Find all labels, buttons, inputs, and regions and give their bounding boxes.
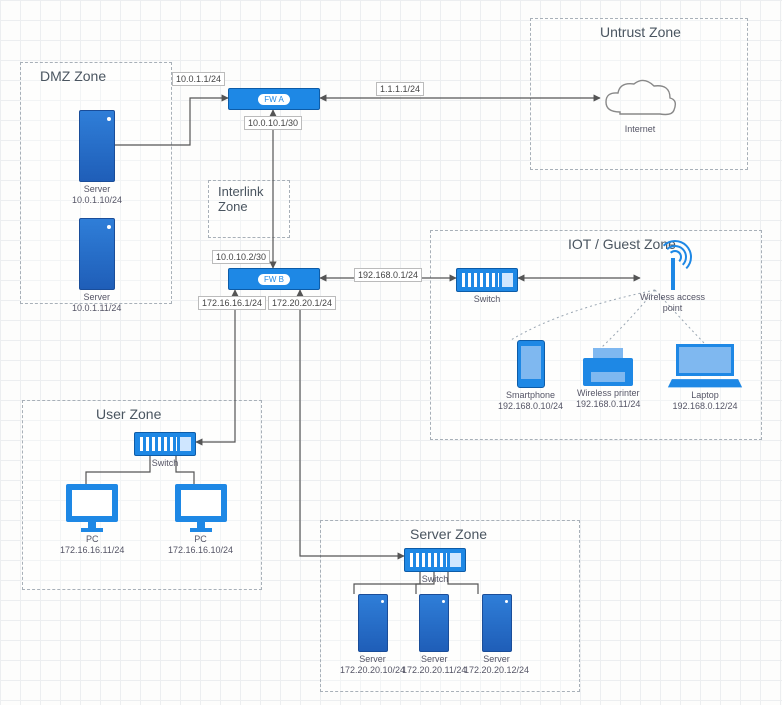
switch-icon bbox=[404, 548, 466, 572]
ip-label: 192.168.0.1/24 bbox=[354, 268, 422, 282]
node-laptop: Laptop 192.168.0.12/24 bbox=[670, 344, 740, 412]
laptop-icon bbox=[670, 344, 740, 388]
node-user-switch: Switch bbox=[134, 432, 196, 469]
node-label: Switch bbox=[422, 574, 449, 585]
node-pc-1: PC 172.16.16.11/24 bbox=[60, 484, 124, 556]
node-pc-2: PC 172.16.16.10/24 bbox=[168, 484, 233, 556]
node-dmz-server-1: Server 10.0.1.10/24 bbox=[72, 110, 122, 206]
zone-untrust-title: Untrust Zone bbox=[600, 24, 681, 40]
node-label: PC bbox=[86, 534, 99, 545]
node-label: PC bbox=[194, 534, 207, 545]
node-server-switch: Switch bbox=[404, 548, 466, 585]
node-ip: 172.20.20.10/24 bbox=[340, 665, 405, 676]
node-firewall-b: FW B bbox=[228, 268, 320, 290]
ip-label: 172.20.20.1/24 bbox=[268, 296, 336, 310]
node-firewall-a: FW A bbox=[228, 88, 320, 110]
node-server-3: Server 172.20.20.12/24 bbox=[464, 594, 529, 676]
zone-interlink-title: Interlink Zone bbox=[218, 184, 264, 214]
node-smartphone: Smartphone 192.168.0.10/24 bbox=[498, 340, 563, 412]
ip-label: 172.16.16.1/24 bbox=[198, 296, 266, 310]
node-label: Switch bbox=[474, 294, 501, 305]
diagram-canvas: { "colors":{"primary":"#1e88e5","primary… bbox=[0, 0, 782, 705]
node-ip: 10.0.1.11/24 bbox=[72, 303, 121, 314]
zone-server-title: Server Zone bbox=[410, 526, 487, 542]
server-icon bbox=[482, 594, 512, 652]
node-ip: 172.16.16.11/24 bbox=[60, 545, 124, 556]
server-icon bbox=[79, 218, 115, 290]
node-label: Smartphone bbox=[506, 390, 555, 401]
smartphone-icon bbox=[517, 340, 545, 388]
node-label: Server bbox=[483, 654, 510, 665]
node-label: Server bbox=[421, 654, 448, 665]
node-dmz-server-2: Server 10.0.1.11/24 bbox=[72, 218, 121, 314]
server-icon bbox=[79, 110, 115, 182]
node-iot-switch: Switch bbox=[456, 268, 518, 305]
edge-fwB-srvSwitch bbox=[300, 290, 404, 556]
node-ip: 192.168.0.12/24 bbox=[672, 401, 737, 412]
node-ip: 192.168.0.10/24 bbox=[498, 401, 563, 412]
node-ip: 10.0.1.10/24 bbox=[72, 195, 122, 206]
ip-label: 1.1.1.1/24 bbox=[376, 82, 424, 96]
node-label: Wireless printer bbox=[577, 388, 640, 399]
ip-label: 10.0.10.1/30 bbox=[244, 116, 302, 130]
switch-icon bbox=[134, 432, 196, 456]
node-ip: 172.20.20.11/24 bbox=[402, 665, 466, 676]
access-point-icon bbox=[658, 244, 688, 290]
cloud-icon bbox=[600, 78, 680, 122]
server-icon bbox=[419, 594, 449, 652]
node-internet: Internet bbox=[600, 78, 680, 135]
switch-icon bbox=[456, 268, 518, 292]
node-ip: 192.168.0.11/24 bbox=[576, 399, 640, 410]
node-ip: 172.16.16.10/24 bbox=[168, 545, 233, 556]
node-server-1: Server 172.20.20.10/24 bbox=[340, 594, 405, 676]
node-label: Server bbox=[83, 292, 110, 303]
node-label: Server bbox=[84, 184, 111, 195]
zone-dmz-title: DMZ Zone bbox=[40, 68, 106, 84]
node-label: Laptop bbox=[691, 390, 719, 401]
firewall-icon: FW A bbox=[228, 88, 320, 110]
node-server-2: Server 172.20.20.11/24 bbox=[402, 594, 466, 676]
pc-icon bbox=[175, 484, 227, 532]
ip-label: 10.0.10.2/30 bbox=[212, 250, 270, 264]
node-ip: 172.20.20.12/24 bbox=[464, 665, 529, 676]
ip-label: 10.0.1.1/24 bbox=[172, 72, 225, 86]
pc-icon bbox=[66, 484, 118, 532]
node-label: Wireless access point bbox=[640, 292, 705, 314]
firewall-icon: FW B bbox=[228, 268, 320, 290]
node-printer: Wireless printer 192.168.0.11/24 bbox=[576, 348, 640, 410]
node-label: Server bbox=[359, 654, 386, 665]
node-label: Internet bbox=[625, 124, 656, 135]
node-access-point: Wireless access point bbox=[640, 244, 705, 314]
node-label: Switch bbox=[152, 458, 179, 469]
server-icon bbox=[358, 594, 388, 652]
printer-icon bbox=[583, 348, 633, 386]
zone-user-title: User Zone bbox=[96, 406, 161, 422]
